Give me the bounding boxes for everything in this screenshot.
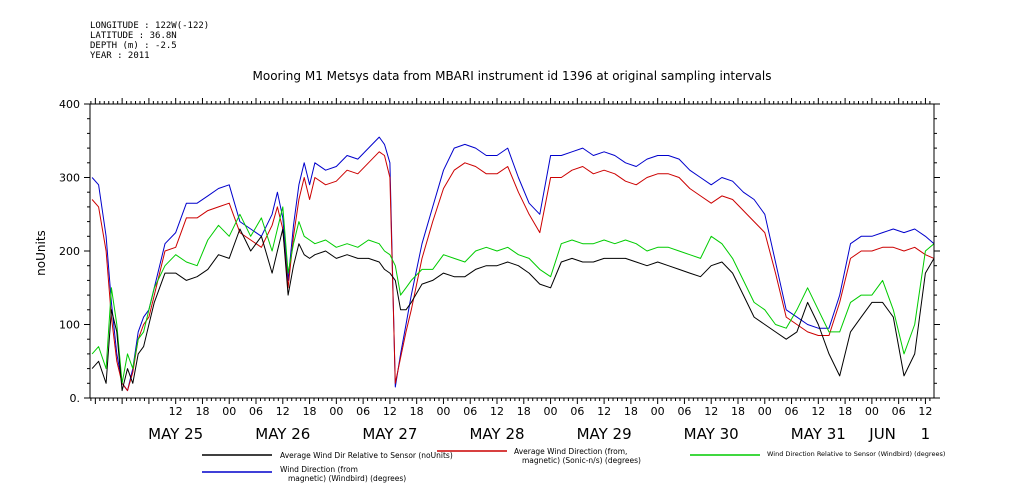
x-axis-ticks: 12 18 00 06 12 18 00 06 12 18 00 06 12 18 00 06 12 18 00 06…: [90, 98, 932, 443]
x-hour-label: 06: [677, 405, 691, 418]
x-hour-label: 00: [865, 405, 879, 418]
x-date-label: MAY 25: [148, 425, 203, 443]
legend-label: Average Wind Direction (from,: [514, 447, 627, 456]
series-group: [91, 136, 935, 392]
x-hour-label: 06: [570, 405, 584, 418]
legend-label: magnetic) (Windbird) (degrees): [288, 474, 406, 483]
y-axis-label: noUnits: [34, 230, 48, 276]
latitude-text: LATITUDE : 36.8N: [90, 31, 177, 41]
y-tick-label: 0.: [70, 392, 81, 405]
series-line: [91, 228, 935, 392]
x-hour-label: 18: [517, 405, 531, 418]
x-hour-label: 12: [811, 405, 825, 418]
longitude-text: LONGITUDE : 122W(-122): [90, 21, 210, 31]
x-hour-label: 12: [704, 405, 718, 418]
x-date-label: MAY 26: [255, 425, 310, 443]
x-hour-label: 00: [436, 405, 450, 418]
x-hour-label: 12: [918, 405, 932, 418]
metadata-block: LONGITUDE : 122W(-122) LATITUDE : 36.8N …: [90, 21, 209, 61]
x-date-label: 1: [921, 425, 931, 443]
x-hour-label: 18: [195, 405, 209, 418]
x-date-label: MAY 28: [469, 425, 524, 443]
x-date-label: MAY 30: [684, 425, 739, 443]
plot-frame: [89, 103, 935, 399]
y-axis-ticks: 0. 100 200 300 400: [59, 98, 940, 405]
y-tick-label: 300: [59, 172, 80, 185]
y-tick-label: 100: [59, 319, 80, 332]
x-hour-label: 06: [785, 405, 799, 418]
year-text: YEAR : 2011: [90, 51, 150, 61]
series-line: [91, 136, 935, 392]
x-hour-label: 18: [410, 405, 424, 418]
x-hour-label: 00: [651, 405, 665, 418]
x-hour-label: 00: [222, 405, 236, 418]
x-hour-label: 00: [544, 405, 558, 418]
x-date-label: MAY 31: [791, 425, 846, 443]
x-hour-label: 18: [731, 405, 745, 418]
x-hour-label: 12: [276, 405, 290, 418]
y-tick-label: 400: [59, 98, 80, 111]
x-hour-label: 06: [892, 405, 906, 418]
x-hour-label: 06: [463, 405, 477, 418]
x-hour-label: 06: [249, 405, 263, 418]
x-hour-label: 12: [383, 405, 397, 418]
x-hour-label: 00: [329, 405, 343, 418]
x-date-label: MAY 29: [577, 425, 632, 443]
x-hour-label: 06: [356, 405, 370, 418]
series-line: [91, 151, 935, 392]
x-date-label: JUN: [868, 425, 896, 443]
y-tick-label: 200: [59, 245, 80, 258]
x-hour-label: 12: [490, 405, 504, 418]
legend-label: Average Wind Dir Relative to Sensor (noU…: [280, 451, 453, 460]
x-hour-label: 18: [838, 405, 852, 418]
x-hour-label: 18: [303, 405, 317, 418]
x-hour-label: 12: [169, 405, 183, 418]
depth-text: DEPTH (m) : -2.5: [90, 41, 177, 51]
x-hour-label: 18: [624, 405, 638, 418]
chart-title: Mooring M1 Metsys data from MBARI instru…: [253, 69, 772, 83]
legend-label: magnetic) (Sonic-n/s) (degrees): [522, 456, 641, 465]
x-hour-label: 12: [597, 405, 611, 418]
x-date-label: MAY 27: [362, 425, 417, 443]
legend-label: Wind Direction Relative to Sensor (Windb…: [767, 450, 945, 458]
series-line: [91, 206, 935, 384]
x-hour-label: 00: [758, 405, 772, 418]
legend: Average Wind Dir Relative to Sensor (noU…: [202, 447, 945, 483]
legend-label: Wind Direction (from: [280, 465, 358, 474]
